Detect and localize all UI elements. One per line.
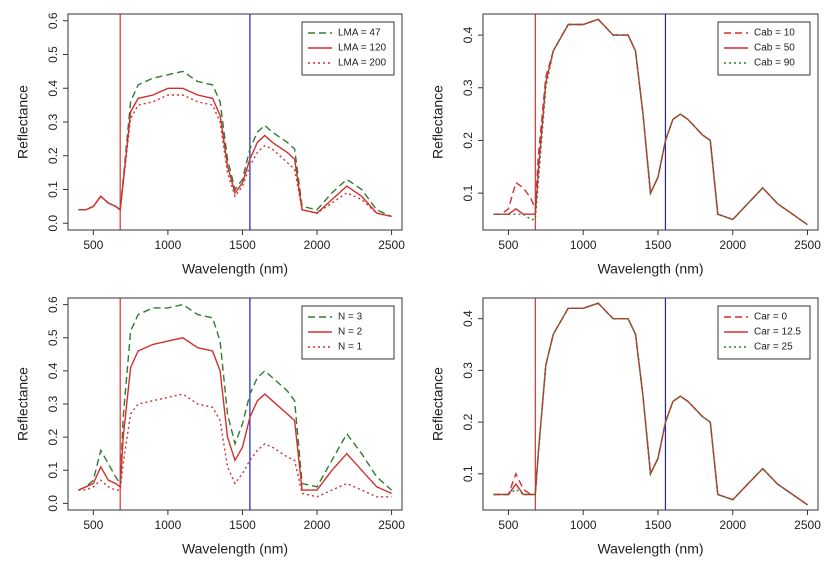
y-tick-label: 0.6	[46, 12, 60, 29]
x-tick-label: 2000	[304, 238, 331, 252]
y-tick-label: 0.6	[46, 296, 60, 313]
x-tick-label: 1000	[570, 518, 597, 532]
x-tick-label: 500	[498, 518, 518, 532]
x-tick-label: 1000	[155, 518, 182, 532]
legend-label: Car = 0	[754, 312, 788, 323]
series-line	[78, 337, 392, 495]
x-tick-label: 1500	[229, 518, 256, 532]
y-tick-label: 0.4	[46, 80, 60, 97]
y-tick-label: 0.4	[46, 362, 60, 379]
x-tick-label: 2500	[378, 238, 405, 252]
x-axis-label: Wavelength (nm)	[182, 261, 288, 277]
legend-label: Car = 25	[754, 342, 793, 353]
x-tick-label: 1000	[155, 238, 182, 252]
x-tick-label: 1500	[645, 518, 672, 532]
y-axis-label: Reflectance	[15, 367, 31, 441]
y-tick-label: 0.0	[46, 215, 60, 232]
legend-label: Car = 12.5	[754, 327, 801, 338]
y-tick-label: 0.0	[46, 495, 60, 512]
legend-label: N = 3	[338, 312, 363, 323]
series-line	[78, 303, 393, 491]
y-tick-label: 0.1	[46, 462, 60, 479]
legend-label: N = 1	[338, 342, 363, 353]
plot-frame	[67, 13, 403, 231]
x-tick-label: 1000	[570, 238, 597, 252]
legend-box	[301, 305, 395, 360]
x-tick-label: 2500	[794, 238, 821, 252]
plot-frame	[67, 297, 403, 511]
y-axis-label: Reflectance	[15, 85, 31, 159]
y-axis-label: Reflectance	[430, 367, 446, 441]
y-tick-label: 0.3	[46, 395, 60, 412]
legend-label: N = 2	[338, 327, 363, 338]
x-tick-label: 2000	[719, 518, 746, 532]
y-tick-label: 0.5	[46, 329, 60, 346]
x-tick-label: 500	[83, 518, 103, 532]
y-tick-label: 0.3	[461, 79, 475, 96]
y-tick-label: 0.2	[461, 132, 475, 149]
x-tick-label: 1500	[229, 238, 256, 252]
y-tick-label: 0.2	[46, 147, 60, 164]
series-line	[493, 302, 808, 506]
x-axis-label: Wavelength (nm)	[597, 541, 703, 557]
x-tick-label: 2000	[719, 238, 746, 252]
y-tick-label: 0.3	[461, 362, 475, 379]
x-tick-label: 500	[83, 238, 103, 252]
legend-label: LMA = 120	[338, 43, 387, 54]
y-tick-label: 0.1	[461, 465, 475, 482]
plot-frame	[482, 297, 819, 511]
legend-label: Cab = 10	[754, 28, 795, 39]
series-line	[493, 18, 808, 226]
y-tick-label: 0.4	[461, 310, 475, 327]
y-tick-label: 0.1	[46, 181, 60, 198]
y-tick-label: 0.1	[461, 184, 475, 201]
x-axis-label: Wavelength (nm)	[597, 261, 703, 277]
x-tick-label: 2500	[378, 518, 405, 532]
y-tick-label: 0.2	[46, 428, 60, 445]
x-axis-label: Wavelength (nm)	[182, 541, 288, 557]
series-line	[78, 87, 392, 218]
x-tick-label: 500	[498, 238, 518, 252]
y-tick-label: 0.4	[461, 26, 475, 43]
y-tick-label: 0.5	[46, 46, 60, 63]
series-line	[78, 94, 392, 218]
legend-label: Cab = 50	[754, 43, 795, 54]
x-tick-label: 2000	[304, 518, 331, 532]
y-axis-label: Reflectance	[430, 85, 446, 159]
legend-label: LMA = 47	[338, 28, 381, 39]
legend-label: Cab = 90	[754, 58, 795, 69]
x-tick-label: 1500	[645, 238, 672, 252]
x-tick-label: 2500	[794, 518, 821, 532]
series-line	[78, 393, 392, 498]
y-tick-label: 0.2	[461, 413, 475, 430]
legend-label: LMA = 200	[338, 58, 387, 69]
y-tick-label: 0.3	[46, 113, 60, 130]
plot-frame	[482, 13, 819, 231]
